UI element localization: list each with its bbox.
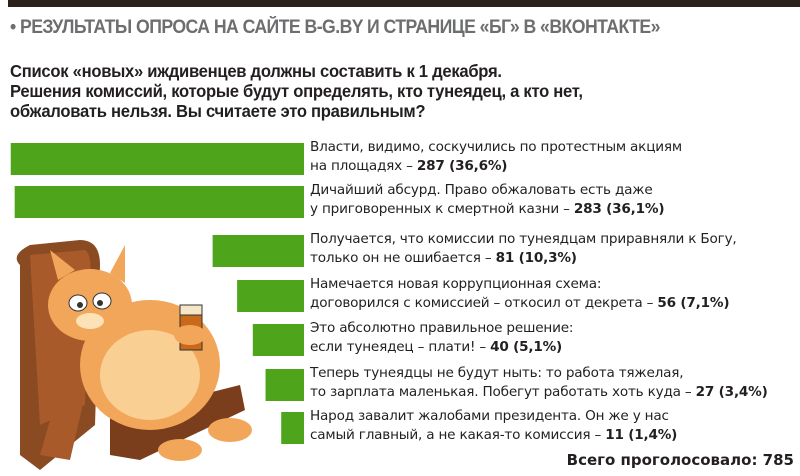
bar [237,280,304,312]
bar [265,369,304,401]
category-text: у приговоренных к смертной казни – [310,201,574,217]
category-text: на площадях – [310,158,417,174]
category-line: Это абсолютно правильное решение: [310,320,574,336]
question-line: Список «новых» иждивенцев должны состави… [10,61,502,81]
bar [14,186,304,218]
data-label: 81 (10,3%) [495,250,577,266]
category-line: Теперь тунеядцы не будут ныть: то работа… [310,365,684,381]
category-line: только он не ошибается – 81 (10,3%) [310,249,737,268]
bar-label: Дичайший абсурд. Право обжаловать есть д… [310,181,665,219]
bar-label: Получается, что комиссии по тунеядцам пр… [310,230,737,268]
category-line: Получается, что комиссии по тунеядцам пр… [310,231,737,247]
category-line: Народ завалит жалобами президента. Он же… [310,408,669,424]
category-line: если тунеядец – плати! – 40 (5,1%) [310,338,573,357]
category-text: если тунеядец – плати! – [310,339,491,355]
top-rule [8,0,800,7]
data-label: 287 (36,6%) [416,158,508,174]
question-line: Решения комиссий, которые будут определя… [10,81,583,101]
category-text: только он не ошибается – [310,250,496,266]
bar [10,143,305,175]
bar-label: Народ завалит жалобами президента. Он же… [310,407,677,445]
bar [281,412,304,444]
category-line: то зарплата маленькая. Побегут работать … [310,383,768,402]
question-line: обжаловать нельзя. Вы считаете это прави… [10,101,426,121]
data-label: 11 (1,4%) [605,427,678,443]
bar [212,235,304,267]
data-label: 27 (3,4%) [695,384,768,400]
data-label: 56 (7,1%) [657,295,730,311]
bar-label: Власти, видимо, соскучились по протестны… [310,138,682,176]
category-text: самый главный, а не какая-то комиссия – [310,427,606,443]
cat-in-armchair-illustration [16,240,252,470]
category-line: на площадях – 287 (36,6%) [310,157,682,176]
category-text: то зарплата маленькая. Побегут работать … [310,384,696,400]
category-line: Дичайший абсурд. Право обжаловать есть д… [310,182,653,198]
category-line: договорился с комиссией – откосил от дек… [310,294,730,313]
category-text: договорился с комиссией – откосил от дек… [310,295,658,311]
bar-label: Намечается новая коррупционная схема: дог… [310,275,730,313]
category-line: Власти, видимо, соскучились по протестны… [310,139,682,155]
poll-question: Список «новых» иждивенцев должны состави… [10,61,583,121]
bar-label: Теперь тунеядцы не будут ныть: то работа… [310,364,768,402]
category-line: у приговоренных к смертной казни – 283 (… [310,200,665,219]
category-line: Намечается новая коррупционная схема: [310,276,602,292]
total-votes: Всего проголосовало: 785 [566,451,794,469]
bar [252,324,304,356]
data-label: 283 (36,1%) [573,201,665,217]
bar-label: Это абсолютно правильное решение: если ту… [310,319,573,357]
category-line: самый главный, а не какая-то комиссия – … [310,426,677,445]
kicker-title: • РЕЗУЛЬТАТЫ ОПРОСА НА САЙТЕ B-G.BY И СТ… [10,17,660,38]
data-label: 40 (5,1%) [490,339,563,355]
